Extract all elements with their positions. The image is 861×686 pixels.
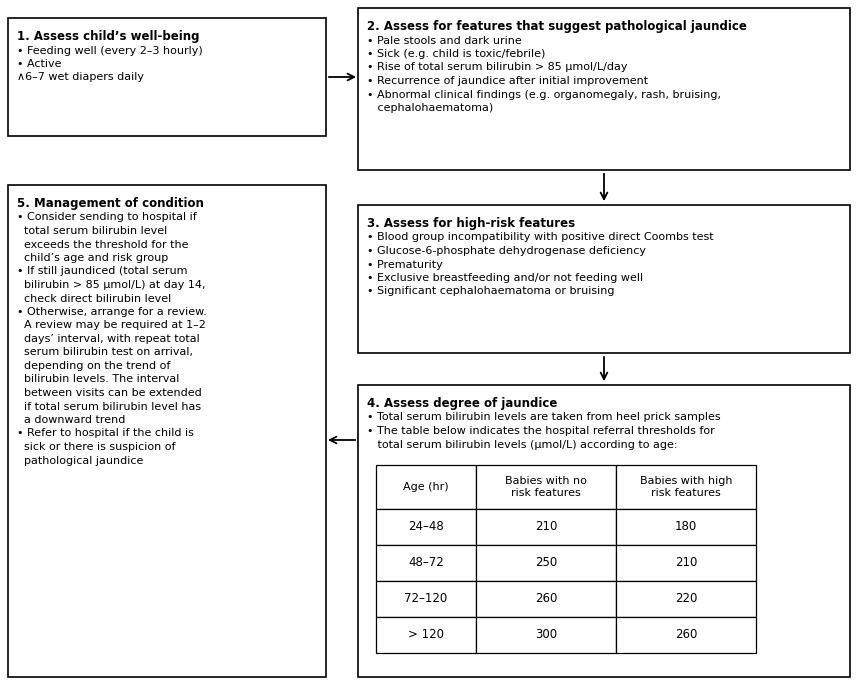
- Text: Age (hr): Age (hr): [403, 482, 449, 492]
- Bar: [476, 509, 616, 545]
- Text: cephalohaematoma): cephalohaematoma): [367, 103, 493, 113]
- Text: • Glucose-6-phosphate dehydrogenase deficiency: • Glucose-6-phosphate dehydrogenase defi…: [367, 246, 646, 256]
- Bar: [476, 545, 616, 581]
- Text: check direct bilirubin level: check direct bilirubin level: [17, 294, 171, 303]
- Text: sick or there is suspicion of: sick or there is suspicion of: [17, 442, 176, 452]
- Text: exceeds the threshold for the: exceeds the threshold for the: [17, 239, 189, 250]
- Text: if total serum bilirubin level has: if total serum bilirubin level has: [17, 401, 201, 412]
- Text: 210: 210: [675, 556, 697, 569]
- Text: 24–48: 24–48: [408, 521, 444, 534]
- Text: bilirubin > 85 μmol/L) at day 14,: bilirubin > 85 μmol/L) at day 14,: [17, 280, 206, 290]
- Text: 2. Assess for features that suggest pathological jaundice: 2. Assess for features that suggest path…: [367, 20, 746, 33]
- Text: • Blood group incompatibility with positive direct Coombs test: • Blood group incompatibility with posit…: [367, 233, 714, 242]
- Text: 210: 210: [535, 521, 557, 534]
- Text: 220: 220: [675, 593, 697, 606]
- Text: 48–72: 48–72: [408, 556, 444, 569]
- Bar: [358, 385, 850, 677]
- Text: • Sick (e.g. child is toxic/febrile): • Sick (e.g. child is toxic/febrile): [367, 49, 545, 59]
- Text: 260: 260: [675, 628, 697, 641]
- Text: Babies with no
risk features: Babies with no risk features: [505, 476, 587, 498]
- Text: ∧6–7 wet diapers daily: ∧6–7 wet diapers daily: [17, 73, 144, 82]
- Text: 260: 260: [535, 593, 557, 606]
- Bar: [616, 545, 756, 581]
- Text: • Prematurity: • Prematurity: [367, 259, 443, 270]
- Text: • Exclusive breastfeeding and/or not feeding well: • Exclusive breastfeeding and/or not fee…: [367, 273, 643, 283]
- Text: a downward trend: a downward trend: [17, 415, 126, 425]
- Text: days’ interval, with repeat total: days’ interval, with repeat total: [17, 334, 200, 344]
- Text: • The table below indicates the hospital referral thresholds for: • The table below indicates the hospital…: [367, 426, 715, 436]
- Text: • If still jaundiced (total serum: • If still jaundiced (total serum: [17, 266, 188, 276]
- Text: serum bilirubin test on arrival,: serum bilirubin test on arrival,: [17, 348, 193, 357]
- Text: • Active: • Active: [17, 59, 61, 69]
- Text: 300: 300: [535, 628, 557, 641]
- Text: 72–120: 72–120: [405, 593, 448, 606]
- Text: 1. Assess child’s well-being: 1. Assess child’s well-being: [17, 30, 200, 43]
- Bar: [616, 581, 756, 617]
- Bar: [616, 509, 756, 545]
- Bar: [616, 465, 756, 509]
- Text: • Total serum bilirubin levels are taken from heel prick samples: • Total serum bilirubin levels are taken…: [367, 412, 721, 423]
- Text: • Feeding well (every 2–3 hourly): • Feeding well (every 2–3 hourly): [17, 45, 202, 56]
- Text: • Rise of total serum bilirubin > 85 μmol/L/day: • Rise of total serum bilirubin > 85 μmo…: [367, 62, 628, 73]
- Text: • Consider sending to hospital if: • Consider sending to hospital if: [17, 213, 197, 222]
- Text: between visits can be extended: between visits can be extended: [17, 388, 201, 398]
- Bar: [476, 581, 616, 617]
- Text: > 120: > 120: [408, 628, 444, 641]
- Text: • Recurrence of jaundice after initial improvement: • Recurrence of jaundice after initial i…: [367, 76, 648, 86]
- Text: • Pale stools and dark urine: • Pale stools and dark urine: [367, 36, 522, 45]
- Text: 3. Assess for high-risk features: 3. Assess for high-risk features: [367, 217, 575, 230]
- Bar: [476, 617, 616, 653]
- Text: • Refer to hospital if the child is: • Refer to hospital if the child is: [17, 429, 194, 438]
- Bar: [8, 185, 326, 677]
- Text: Babies with high
risk features: Babies with high risk features: [640, 476, 732, 498]
- Text: pathological jaundice: pathological jaundice: [17, 456, 144, 466]
- Bar: [376, 509, 476, 545]
- Bar: [476, 465, 616, 509]
- Bar: [358, 205, 850, 353]
- Bar: [376, 581, 476, 617]
- Bar: [376, 617, 476, 653]
- Text: total serum bilirubin levels (μmol/L) according to age:: total serum bilirubin levels (μmol/L) ac…: [367, 440, 678, 449]
- Text: child’s age and risk group: child’s age and risk group: [17, 253, 168, 263]
- Text: bilirubin levels. The interval: bilirubin levels. The interval: [17, 375, 179, 384]
- Bar: [376, 545, 476, 581]
- Text: 4. Assess degree of jaundice: 4. Assess degree of jaundice: [367, 397, 557, 410]
- Text: 5. Management of condition: 5. Management of condition: [17, 197, 204, 210]
- Bar: [358, 8, 850, 170]
- Bar: [376, 465, 476, 509]
- Text: • Otherwise, arrange for a review.: • Otherwise, arrange for a review.: [17, 307, 207, 317]
- Text: 250: 250: [535, 556, 557, 569]
- Bar: [616, 617, 756, 653]
- Text: A review may be required at 1–2: A review may be required at 1–2: [17, 320, 206, 331]
- Text: total serum bilirubin level: total serum bilirubin level: [17, 226, 167, 236]
- Text: 180: 180: [675, 521, 697, 534]
- Text: depending on the trend of: depending on the trend of: [17, 361, 170, 371]
- Text: • Significant cephalohaematoma or bruising: • Significant cephalohaematoma or bruisi…: [367, 287, 615, 296]
- Bar: [8, 18, 326, 136]
- Text: • Abnormal clinical findings (e.g. organomegaly, rash, bruising,: • Abnormal clinical findings (e.g. organ…: [367, 89, 721, 99]
